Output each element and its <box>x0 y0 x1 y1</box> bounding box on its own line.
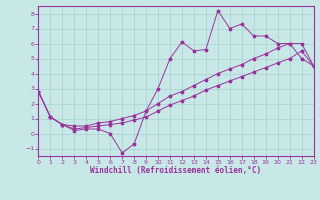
X-axis label: Windchill (Refroidissement éolien,°C): Windchill (Refroidissement éolien,°C) <box>91 166 261 175</box>
